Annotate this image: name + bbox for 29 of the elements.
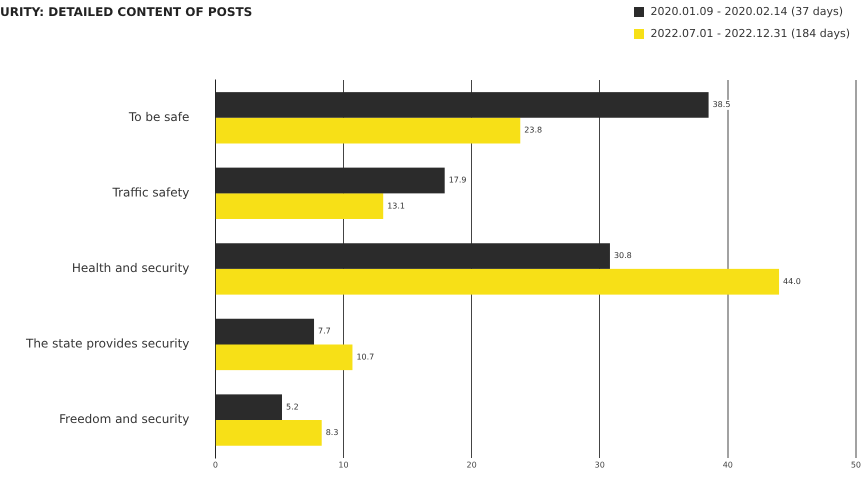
x-tick-label: 50 [850, 460, 862, 470]
x-tick-label: 0 [212, 460, 218, 470]
data-label: 10.7 [356, 352, 374, 362]
x-tick-label: 40 [722, 460, 733, 470]
data-label: 38.5 [712, 100, 730, 110]
y-tick-label: To be safe [128, 110, 190, 124]
data-label: 44.0 [783, 276, 801, 286]
chart-title: URITY: DETAILED CONTENT OF POSTS [0, 5, 252, 19]
legend-label: 2020.01.09 - 2020.02.14 (37 days) [650, 5, 843, 18]
data-label: 5.2 [286, 402, 299, 412]
y-tick-label: Freedom and security [59, 412, 190, 426]
y-tick-label: The state provides security [25, 336, 190, 351]
x-tick-label: 10 [338, 460, 349, 470]
x-tick-label: 30 [594, 460, 605, 470]
data-label: 13.1 [387, 201, 406, 210]
data-label: 30.8 [614, 251, 632, 260]
x-tick-label: 20 [466, 460, 477, 470]
y-tick-label: Health and security [72, 261, 190, 276]
bar [216, 268, 780, 295]
legend-label: 2022.07.01 - 2022.12.31 (184 days) [650, 27, 850, 40]
data-label: 23.8 [524, 126, 542, 135]
data-label: 7.7 [318, 326, 331, 336]
y-tick-label: Traffic safety [112, 185, 190, 200]
bar [216, 420, 322, 446]
bar [216, 118, 520, 144]
bar [216, 193, 384, 220]
bar [216, 344, 352, 370]
data-label: 17.9 [448, 176, 467, 185]
data-label: 8.3 [326, 428, 338, 437]
